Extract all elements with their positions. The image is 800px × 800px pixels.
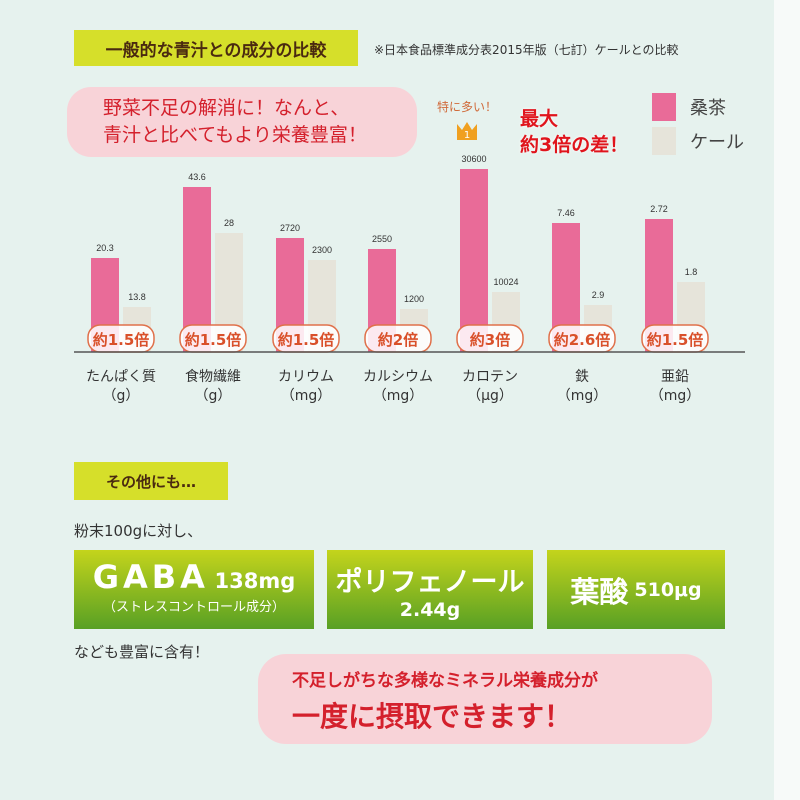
value-label-kale: 13.8 [128,292,146,302]
gaba-value: 138mg [214,569,296,593]
legend-label: 桑茶 [690,98,726,119]
value-label-kale: 28 [224,218,234,228]
category-label: カルシウム [363,369,433,385]
others-header: その他にも… [74,462,228,500]
category-label: 食物繊維 [185,368,241,385]
legend-item-kale: ケール [652,124,744,158]
polyphenol-box: ポリフェノール 2.44g [327,550,533,629]
headline-bubble: 野菜不足の解消に！なんと、 青汁と比べてもより栄養豊富！ [67,87,417,157]
legend-swatch [652,93,676,121]
svg-text:1: 1 [464,130,470,140]
unit-label: （μg） [467,388,513,404]
category-label: たんぱく質 [86,369,156,385]
folic-value: 510μg [634,578,702,601]
summary-line1: 不足しがちな多様なミネラル栄養成分が [292,671,598,691]
category-label: カロテン [462,369,518,385]
unit-label: （mg） [650,388,701,404]
max-line1: 最大 [520,108,559,130]
ratio-label: 約1.5倍 [185,331,242,349]
value-label-kuwacha: 30600 [461,154,486,164]
folic-acid-box: 葉酸 510μg [547,550,725,629]
ratio-label: 約1.5倍 [93,331,150,349]
gaba-name: GABA [92,558,209,596]
value-label-kale: 10024 [493,277,518,287]
ratio-label: 約3倍 [470,331,510,349]
value-label-kuwacha: 2720 [280,223,300,233]
crown-icon: 1 [457,122,477,140]
polyphenol-value: 2.44g [399,599,461,621]
section-header: 一般的な青汁との成分の比較 [74,30,358,66]
category-label: 亜鉛 [661,369,689,385]
value-label-kale: 1.8 [685,267,698,277]
polyphenol-name: ポリフェノール [335,567,525,598]
unit-label: （mg） [557,388,608,404]
unit-label: （mg） [373,388,424,404]
bar-kuwacha [460,169,488,352]
value-label-kuwacha: 2550 [372,234,392,244]
summary-line2: 一度に摂取できます！ [292,700,573,733]
unit-label: （g） [103,388,140,404]
headline-line2: 青汁と比べてもより栄養豊富！ [103,124,367,146]
value-label-kuwacha: 20.3 [96,243,114,253]
category-label: カリウム [278,369,334,385]
ratio-label: 約1.5倍 [647,331,704,349]
legend-swatch [652,127,676,155]
max-line2: 約3倍の差！ [520,134,629,156]
value-label-kuwacha: 7.46 [557,208,575,218]
ratio-label: 約2倍 [378,331,418,349]
legend-item-kuwacha: 桑茶 [652,90,744,124]
value-label-kuwacha: 2.72 [650,204,668,214]
intro-text: 粉末100gに対し、 [74,522,203,540]
unit-label: （g） [195,388,232,404]
legend: 桑茶 ケール [652,90,744,158]
source-note: ※日本食品標準成分表2015年版（七訂）ケールとの比較 [374,43,679,57]
gaba-sub: （ストレスコントロール成分） [102,600,285,615]
legend-label: ケール [690,132,744,153]
gaba-box: GABA 138mg （ストレスコントロール成分） [74,550,314,629]
ratio-label: 約1.5倍 [278,331,335,349]
max-difference: 最大 約3倍の差！ [520,106,628,158]
headline-line1: 野菜不足の解消に！なんと、 [103,97,350,119]
value-label-kale: 1200 [404,294,424,304]
folic-name: 葉酸 [570,574,629,609]
special-label: 特に多い！ [437,100,498,114]
summary-bubble: 不足しがちな多様なミネラル栄養成分が 一度に摂取できます！ [258,654,712,744]
outro-text: なども豊富に含有！ [74,643,210,661]
value-label-kuwacha: 43.6 [188,172,206,182]
ratio-label: 約2.6倍 [554,331,611,349]
category-label: 鉄 [575,369,589,385]
page-edge [774,0,800,800]
value-label-kale: 2.9 [592,290,605,300]
value-label-kale: 2300 [312,245,332,255]
unit-label: （mg） [281,388,332,404]
